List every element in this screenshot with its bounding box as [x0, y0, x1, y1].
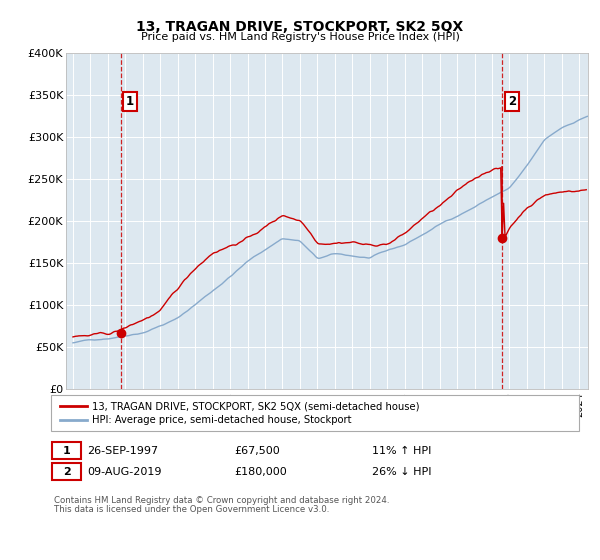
Text: HPI: Average price, semi-detached house, Stockport: HPI: Average price, semi-detached house,…	[92, 415, 352, 425]
Text: 2: 2	[63, 466, 70, 477]
Text: £180,000: £180,000	[234, 466, 287, 477]
Text: 26-SEP-1997: 26-SEP-1997	[87, 446, 158, 456]
Text: 2: 2	[508, 95, 516, 108]
Text: Price paid vs. HM Land Registry's House Price Index (HPI): Price paid vs. HM Land Registry's House …	[140, 32, 460, 43]
Text: 26% ↓ HPI: 26% ↓ HPI	[372, 466, 431, 477]
Text: 09-AUG-2019: 09-AUG-2019	[87, 466, 161, 477]
Text: £67,500: £67,500	[234, 446, 280, 456]
Text: 13, TRAGAN DRIVE, STOCKPORT, SK2 5QX: 13, TRAGAN DRIVE, STOCKPORT, SK2 5QX	[136, 20, 464, 34]
Text: Contains HM Land Registry data © Crown copyright and database right 2024.: Contains HM Land Registry data © Crown c…	[54, 496, 389, 505]
Text: 1: 1	[126, 95, 134, 108]
Text: 1: 1	[63, 446, 70, 456]
Text: 11% ↑ HPI: 11% ↑ HPI	[372, 446, 431, 456]
Text: 13, TRAGAN DRIVE, STOCKPORT, SK2 5QX (semi-detached house): 13, TRAGAN DRIVE, STOCKPORT, SK2 5QX (se…	[92, 401, 419, 411]
Text: This data is licensed under the Open Government Licence v3.0.: This data is licensed under the Open Gov…	[54, 505, 329, 514]
